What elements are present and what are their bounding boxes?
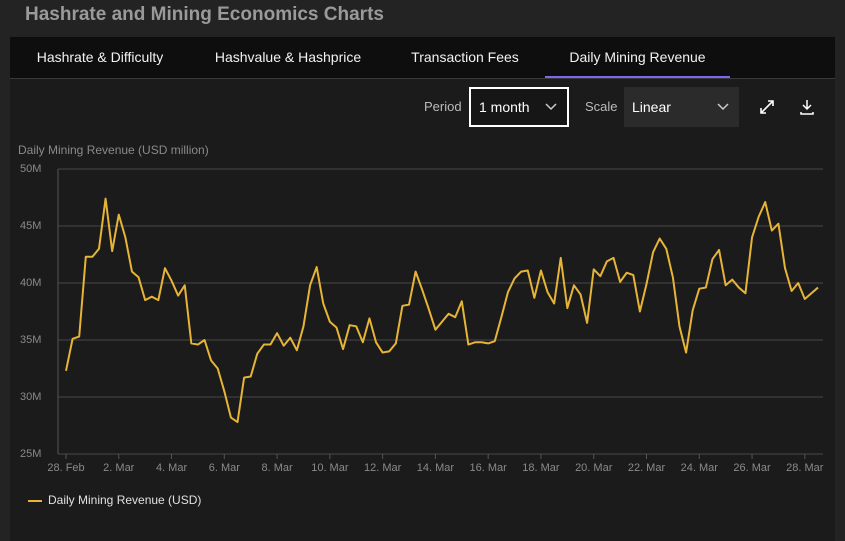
y-tick-label: 25M xyxy=(20,448,41,460)
y-tick-label: 30M xyxy=(20,391,41,403)
y-tick-label: 35M xyxy=(20,334,41,346)
y-tick-label: 40M xyxy=(20,277,41,289)
y-axis-title: Daily Mining Revenue (USD million) xyxy=(18,143,209,157)
x-tick-label: 22. Mar xyxy=(628,462,666,474)
chevron xyxy=(717,103,729,111)
legend-label: Daily Mining Revenue (USD) xyxy=(48,493,201,507)
period-label: Period xyxy=(424,99,462,114)
tab[interactable]: Hashrate & Difficulty xyxy=(36,49,164,65)
x-tick-label: 28. Mar xyxy=(786,462,824,474)
x-tick-label: 20. Mar xyxy=(575,462,613,474)
data-line xyxy=(65,197,819,424)
y-tick-label: 45M xyxy=(20,220,41,232)
x-tick-label: 14. Mar xyxy=(417,462,455,474)
tab[interactable]: Transaction Fees xyxy=(411,49,519,65)
chart-panel xyxy=(10,79,835,541)
y-tick-label: 50M xyxy=(20,163,41,175)
chevron xyxy=(545,103,557,111)
scale-value: Linear xyxy=(632,99,671,115)
x-tick-label: 4. Mar xyxy=(156,462,188,474)
x-tick-label: 10. Mar xyxy=(311,462,349,474)
x-tick-label: 12. Mar xyxy=(364,462,402,474)
scale-select[interactable]: Linear xyxy=(624,87,739,127)
period-select[interactable]: 1 month xyxy=(469,87,569,127)
x-tick-label: 28. Feb xyxy=(47,462,84,474)
x-tick-label: 2. Mar xyxy=(103,462,135,474)
expand-icon[interactable] xyxy=(759,99,775,115)
x-tick-label: 24. Mar xyxy=(681,462,719,474)
x-tick-label: 26. Mar xyxy=(733,462,771,474)
tab[interactable]: Hashvalue & Hashprice xyxy=(214,49,362,65)
x-tick-label: 8. Mar xyxy=(261,462,293,474)
x-tick-label: 6. Mar xyxy=(209,462,241,474)
period-value: 1 month xyxy=(479,99,530,115)
x-tick-label: 16. Mar xyxy=(470,462,508,474)
scale-label: Scale xyxy=(585,99,618,114)
x-tick-label: 18. Mar xyxy=(522,462,560,474)
tab-active[interactable]: Daily Mining Revenue xyxy=(545,37,730,78)
download-icon[interactable] xyxy=(799,99,815,115)
page-title: Hashrate and Mining Economics Charts xyxy=(25,4,384,25)
tab-bar: Hashrate & Difficulty Hashvalue & Hashpr… xyxy=(10,37,835,79)
